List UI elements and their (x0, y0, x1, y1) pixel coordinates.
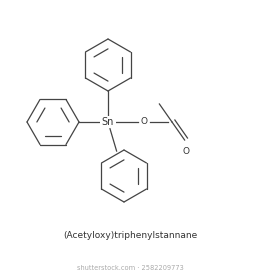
Text: O: O (182, 147, 189, 156)
Text: O: O (140, 118, 147, 127)
Text: Sn: Sn (102, 117, 114, 127)
Text: (Acetyloxy)triphenylstannane: (Acetyloxy)triphenylstannane (63, 230, 197, 239)
Text: shutterstock.com · 2582209773: shutterstock.com · 2582209773 (77, 265, 183, 271)
